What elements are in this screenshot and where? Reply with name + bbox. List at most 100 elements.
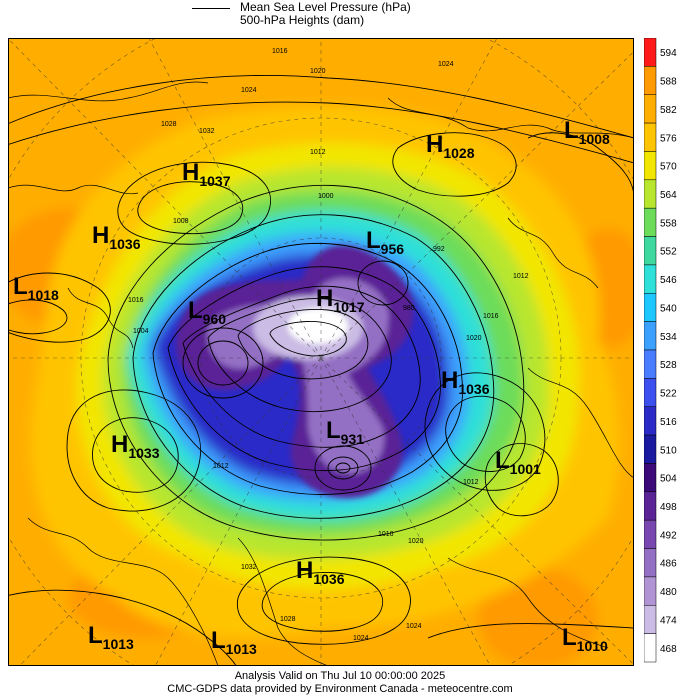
pressure-center: L1018 — [13, 273, 59, 303]
colorbar-label: 588 — [660, 77, 677, 88]
isobar-label: 1012 — [513, 273, 529, 280]
colorbar-swatch — [644, 264, 657, 294]
colorbar-label: 558 — [660, 218, 677, 229]
colorbar-swatches — [644, 38, 657, 663]
colorbar-swatch — [644, 605, 657, 634]
colorbar-label: 516 — [660, 417, 677, 428]
colorbar-swatch — [644, 66, 657, 95]
isobar-label: 1024 — [353, 635, 369, 642]
colorbar-label: 582 — [660, 105, 677, 116]
colorbar-label: 594 — [660, 48, 677, 59]
footer: Analysis Valid on Thu Jul 10 00:00:00 20… — [0, 670, 680, 696]
isobar-label: 992 — [433, 246, 445, 253]
isobar-legend-line — [192, 8, 230, 9]
colorbar-label: 564 — [660, 190, 677, 201]
colorbar-swatch — [644, 321, 657, 351]
colorbar: 594 588 582 576 570 564 558 552 546 540 534 528 522 5… — [644, 38, 677, 663]
colorbar-label: 468 — [660, 644, 677, 655]
isobar-label: 1020 — [408, 538, 424, 545]
isobar-labels: 1016 1020 1024 1028 1032 1012 1000 992 9… — [128, 48, 529, 642]
colorbar-label: 504 — [660, 474, 677, 485]
colorbar-label: 510 — [660, 445, 677, 456]
data-credit-text: CMC-GDPS data provided by Environment Ca… — [167, 683, 513, 695]
coastlines — [8, 81, 634, 666]
heights-legend-label: 500-hPa Heights (dam) — [240, 13, 365, 27]
colorbar-swatch — [644, 378, 657, 407]
colorbar-label: 552 — [660, 247, 677, 258]
header: Mean Sea Level Pressure (hPa) 500-hPa He… — [0, 0, 680, 36]
isobar-label: 1016 — [128, 297, 144, 304]
colorbar-label: 480 — [660, 587, 677, 598]
isobar-label: 1024 — [406, 623, 422, 630]
colorbar-label: 528 — [660, 360, 677, 371]
colorbar-label: 576 — [660, 133, 677, 144]
colorbar-swatch — [644, 94, 657, 124]
mslp-legend-label: Mean Sea Level Pressure (hPa) — [240, 0, 411, 14]
isobar-label: 1000 — [318, 193, 334, 200]
heights-field-588-southeast — [478, 568, 598, 666]
pressure-center: H1028 — [426, 131, 475, 161]
isobar-label: 1004 — [133, 328, 149, 335]
pressure-center: L960 — [188, 297, 226, 327]
pressure-centers: H1037 H1036 L1018 H1028 L1008 L956 L960 … — [13, 117, 610, 657]
colorbar-swatch — [644, 207, 657, 237]
pressure-center: L931 — [326, 417, 364, 447]
isobar-label: 1024 — [241, 87, 257, 94]
pressure-center: L956 — [366, 227, 404, 257]
colorbar-label: 474 — [660, 615, 677, 626]
isobars — [8, 75, 634, 666]
colorbar-swatch — [644, 633, 657, 663]
colorbar-label: 522 — [660, 389, 677, 400]
analysis-valid-text: Analysis Valid on Thu Jul 10 00:00:00 20… — [234, 670, 446, 682]
isobar-label: 1024 — [438, 61, 454, 68]
graticule — [8, 38, 634, 666]
colorbar-swatch — [644, 293, 657, 322]
pressure-center: L1013 — [211, 627, 257, 657]
colorbar-swatch — [644, 434, 657, 464]
colorbar-swatch — [644, 236, 657, 266]
isobar-label: 980 — [403, 305, 415, 312]
colorbar-label: 540 — [660, 303, 677, 314]
isobar-label: 1012 — [463, 479, 479, 486]
colorbar-swatch — [644, 349, 657, 379]
pressure-center: H1036 — [441, 367, 490, 397]
isobar-label: 1016 — [272, 48, 288, 55]
colorbar-label: 492 — [660, 530, 677, 541]
pressure-center: L1008 — [564, 117, 610, 147]
colorbar-label: 546 — [660, 275, 677, 286]
colorbar-swatch — [644, 463, 657, 493]
isobar-label: 1012 — [213, 463, 229, 470]
colorbar-swatch — [644, 519, 657, 549]
colorbar-swatch — [644, 122, 657, 152]
isobar-label: 1028 — [161, 121, 177, 128]
pressure-center: H1036 — [296, 557, 345, 587]
heights-field-468 — [288, 308, 348, 344]
colorbar-label: 570 — [660, 162, 677, 173]
isobar-label: 1012 — [310, 149, 326, 156]
colorbar-labels: 594 588 582 576 570 564 558 552 546 540 534 528 522 5… — [660, 48, 677, 655]
colorbar-swatch — [644, 151, 657, 181]
pressure-center: H1037 — [182, 159, 231, 189]
pressure-center: H1036 — [92, 222, 141, 252]
isobar-label: 1008 — [173, 218, 189, 225]
isobar-label: 1016 — [378, 531, 394, 538]
isobar-label: 1032 — [199, 128, 215, 135]
pressure-center: H1017 — [316, 285, 365, 315]
colorbar-label: 486 — [660, 559, 677, 570]
isobar-label: 1020 — [466, 335, 482, 342]
isobar-label: 1028 — [280, 616, 296, 623]
pressure-center: L1001 — [495, 447, 541, 477]
colorbar-swatch — [644, 576, 657, 606]
isobar-label: 1020 — [310, 68, 326, 75]
colorbar-label: 498 — [660, 502, 677, 513]
weather-map[interactable]: 1016 1020 1024 1028 1032 1012 1000 992 9… — [8, 38, 634, 666]
colorbar-swatch — [644, 179, 657, 209]
isobar-label: 1032 — [241, 564, 257, 571]
pressure-center: L1010 — [562, 624, 608, 654]
pressure-center: H1033 — [111, 431, 160, 461]
colorbar-label: 534 — [660, 332, 677, 343]
map-frame — [8, 38, 634, 666]
colorbar-swatch — [644, 491, 657, 521]
isobar-label: 1016 — [483, 313, 499, 320]
colorbar-swatch — [644, 548, 657, 578]
